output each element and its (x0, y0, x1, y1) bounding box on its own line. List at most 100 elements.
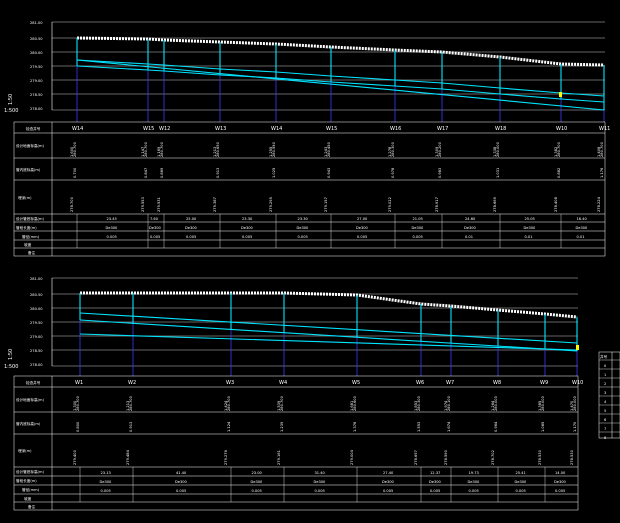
marker (559, 92, 562, 97)
depth-value: 1.085 (541, 422, 545, 432)
segment-slope: 0.005 (176, 489, 186, 493)
pipe-1 (76, 38, 605, 111)
segment-diameter: De300 (576, 226, 589, 230)
node-label: W14 (271, 126, 282, 132)
pipe-bottom-elevation: 278.408 (554, 196, 558, 212)
node-label: W3 (226, 380, 234, 386)
segment-length: 23.30 (298, 217, 309, 221)
segment-length: 31.40 (315, 471, 326, 475)
invert-elevation: 1.385 (538, 401, 542, 411)
segment-diameter: De300 (149, 226, 162, 230)
node-label: W2 (128, 380, 136, 386)
data-table-2 (13, 375, 579, 511)
elev-tick: 279.00 (30, 79, 43, 83)
ground-elevation: 280.600 (353, 395, 357, 411)
row-label: 管段长度(m) (16, 478, 37, 483)
elev-tick: 279.50 (30, 65, 43, 69)
invert-elevation: 1.853 (414, 401, 418, 411)
row-label: 设计地面标高(m) (16, 143, 44, 148)
segment-length: 12.37 (430, 471, 440, 475)
node-label: W14 (72, 126, 83, 132)
segment-length: 25.41 (516, 471, 526, 475)
segment-length: 27.40 (383, 471, 394, 475)
table-row-labels-1: 检查井号 设计地面标高(m) 管内底标高(m) 埋深(m) 设计管底标高(m) … (16, 126, 44, 255)
ground-elevation: 280.700 (73, 141, 77, 157)
ground-elevation: 280.700 (76, 395, 80, 411)
segment-diameter: De300 (100, 480, 113, 484)
node-label: W15 (143, 126, 154, 132)
segment-length: 27.00 (357, 217, 368, 221)
segment-length: 21.05 (413, 217, 423, 221)
node-label: W18 (495, 126, 506, 132)
depth-value: 1.376 (353, 421, 357, 432)
legend-header: 井号 (600, 354, 608, 359)
depth-value: 1.124 (227, 421, 231, 432)
segment-slope: 0.005 (150, 235, 160, 239)
legend-item: 8 (604, 436, 607, 440)
pipe-bottom-elevation: 279.400 (73, 449, 77, 465)
segment-slope: 0.005 (107, 235, 117, 239)
node-label: W9 (540, 380, 548, 386)
node-label: W15 (326, 126, 337, 132)
invert-elevation: 1.338 (493, 146, 497, 157)
ground-elevation: 280.000 (496, 141, 500, 157)
pipe-bottom-elevation: 279.022 (388, 197, 392, 212)
invert-elevation: 1.382 (554, 147, 558, 157)
elev-tick: 279.50 (30, 321, 43, 325)
row-label: 备注 (28, 250, 36, 255)
ground-elevation: 280.700 (557, 141, 561, 157)
data-table-1 (13, 121, 606, 257)
ground-elevation: 280.000 (573, 395, 577, 411)
invert-elevation: 1.600 (70, 146, 74, 157)
segment-slope: 0.005 (298, 235, 308, 239)
legend-item: 6 (604, 418, 607, 422)
depth-value: 0.978 (391, 167, 395, 178)
legend-table: 井号 0 1 2 3 4 5 6 7 8 (598, 351, 620, 440)
segment-length: 23.45 (107, 217, 117, 221)
pipe-bottom-elevation: 279.157 (324, 197, 328, 212)
table-cells-1: W14280.7001.6000.700278.700W15280.7001.1… (70, 126, 610, 248)
node-label: W5 (352, 380, 360, 386)
depth-value: 0.913 (216, 168, 220, 178)
row-label: 管内底标高(m) (16, 421, 41, 426)
row-label: 埋深(m) (18, 448, 32, 453)
ground-elevation: 280.550 (272, 141, 276, 157)
ground-elevation: 280.700 (129, 395, 133, 411)
pipe-bottom-elevation: 278.530 (538, 449, 542, 465)
legend-item: 4 (604, 400, 607, 404)
legend-item: 1 (604, 373, 606, 377)
legend-item: 3 (604, 391, 606, 395)
ground-elevation: 280.700 (227, 395, 231, 411)
ground-line-1 (76, 36, 605, 67)
pipe-bottom-elevation: 279.161 (277, 450, 281, 465)
row-label: 检查井号 (26, 126, 41, 131)
ground-elevation: 280.100 (447, 395, 451, 411)
segment-slope: 0.005 (315, 489, 325, 493)
row-label: 坡度 (24, 242, 32, 247)
ground-elevation: 280.300 (417, 395, 421, 411)
invert-elevation: 1.470 (570, 400, 574, 411)
invert-elevation: 1.681 (350, 401, 354, 411)
segment-diameter: De300 (297, 226, 310, 230)
depth-value: 1.674 (447, 421, 451, 432)
elev-tick: 280.00 (30, 51, 43, 55)
table-cells-2: W1280.7001.3000.800279.400W2280.7001.213… (73, 380, 583, 502)
pipe-bottom-elevation: 279.295 (269, 197, 273, 212)
node-label: W17 (437, 126, 448, 132)
segment-diameter: De300 (251, 480, 264, 484)
ground-elevation: 280.700 (600, 141, 604, 157)
elev-tick: 281.00 (30, 277, 43, 281)
elev-tick: 278.50 (30, 349, 43, 353)
node-label: W4 (279, 380, 287, 386)
segment-slope: 0.005 (413, 235, 423, 239)
profile-2: 281.00 280.50 280.00 279.50 279.00 278.5… (4, 277, 583, 511)
ground-elevation: 280.700 (144, 141, 148, 157)
row-label: 备注 (28, 504, 36, 509)
ground-elevation: 280.000 (541, 395, 545, 411)
row-label: 埋深(m) (18, 195, 32, 200)
elev-tick: 279.00 (30, 335, 43, 339)
pipe-bottom-elevation: 278.669 (493, 196, 497, 212)
invert-elevation: 1.406 (597, 146, 601, 157)
pipe-bottom-elevation: 278.700 (70, 196, 74, 212)
invert-elevation: 1.255 (269, 147, 273, 157)
